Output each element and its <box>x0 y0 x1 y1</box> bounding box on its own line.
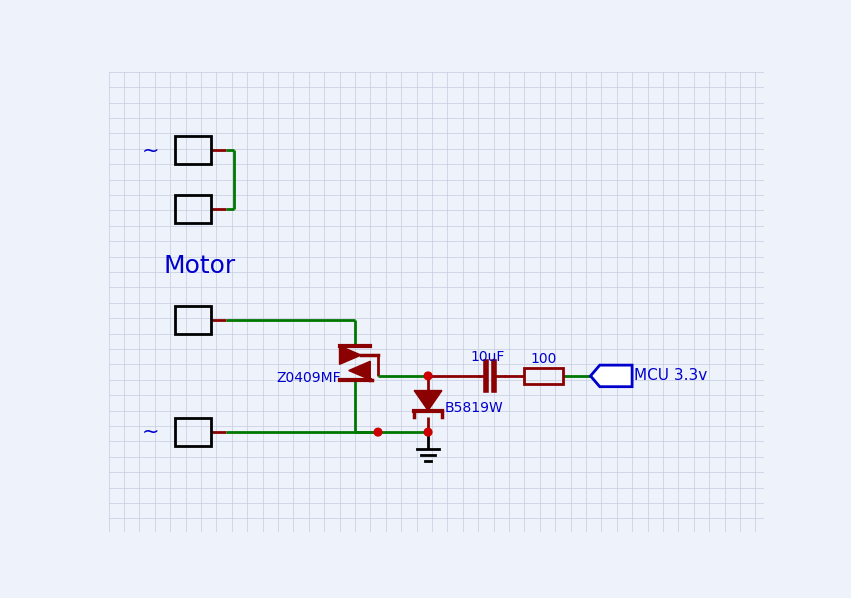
Polygon shape <box>340 346 361 364</box>
Text: Z0409MF: Z0409MF <box>277 371 341 385</box>
Circle shape <box>424 428 432 436</box>
Text: 10uF: 10uF <box>471 350 505 364</box>
Bar <box>175 136 211 164</box>
Text: B5819W: B5819W <box>445 401 504 415</box>
Polygon shape <box>591 365 632 387</box>
Text: 100: 100 <box>530 352 557 366</box>
Text: ~: ~ <box>142 422 160 442</box>
Polygon shape <box>349 361 370 380</box>
Circle shape <box>374 428 382 436</box>
Text: MCU 3.3v: MCU 3.3v <box>634 368 707 383</box>
Text: ~: ~ <box>142 141 160 160</box>
Bar <box>175 306 211 334</box>
Bar <box>175 418 211 446</box>
Circle shape <box>424 372 432 380</box>
Bar <box>175 195 211 222</box>
Polygon shape <box>414 390 442 411</box>
Text: Motor: Motor <box>164 254 237 278</box>
Bar <box>524 368 563 383</box>
